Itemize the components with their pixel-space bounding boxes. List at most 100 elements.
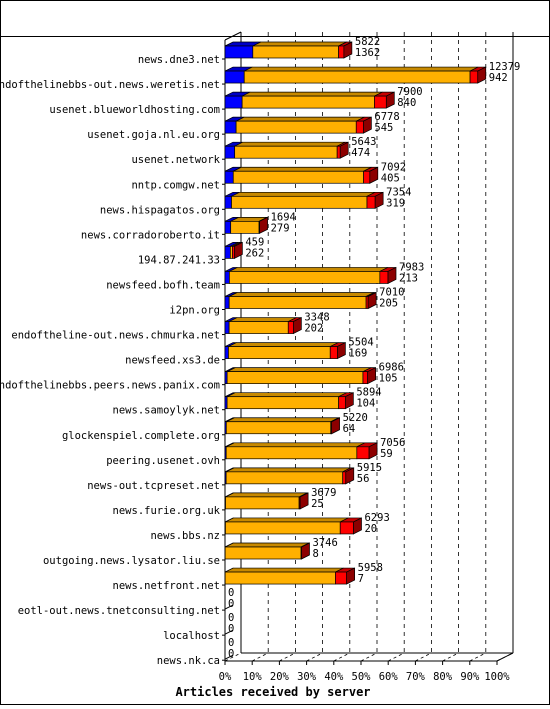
- bar-refused-4-top: [235, 142, 345, 146]
- category-label-0: news.dne3.net: [138, 54, 220, 66]
- category-label-22: eotl-out.news.tnetconsulting.net: [18, 605, 220, 617]
- accepted-label-9: 213: [399, 272, 418, 284]
- bar-accepted-4: [225, 146, 235, 158]
- bar-refused-19: [225, 522, 340, 534]
- bar-refused-11-top: [229, 318, 296, 322]
- bar-refused-5: [233, 171, 363, 183]
- bar-refused-1: [244, 71, 470, 83]
- accepted-label-2: 840: [397, 97, 416, 109]
- bar-rejected-11: [288, 322, 293, 334]
- x-tick-label-0: 0%: [219, 671, 232, 683]
- accepted-label-11: 202: [304, 323, 323, 335]
- category-label-3: usenet.goja.nl.eu.org: [87, 129, 220, 141]
- bar-accepted-10: [225, 297, 229, 309]
- bar-accepted-12: [225, 347, 228, 359]
- bar-refused-13-top: [227, 368, 371, 372]
- x-tick-label-7: 70%: [406, 671, 426, 683]
- bar-refused-21-top: [225, 568, 343, 572]
- bar-refused-0: [253, 46, 339, 58]
- accepted-label-14: 104: [356, 398, 375, 410]
- accepted-label-5: 405: [381, 172, 400, 184]
- category-label-11: endoftheline-out.news.chmurka.net: [11, 330, 220, 342]
- bar-rejected-1: [470, 71, 478, 83]
- floor-grid-5: [361, 653, 377, 661]
- category-label-9: newsfeed.bofh.team: [106, 279, 220, 291]
- category-label-8: 194.87.241.33: [138, 254, 220, 266]
- floor-grid-3: [307, 653, 323, 661]
- x-tick-label-4: 40%: [324, 671, 344, 683]
- x-tick-label-5: 50%: [352, 671, 372, 683]
- floor-grid-2: [279, 653, 295, 661]
- accepted-label-3: 545: [374, 122, 393, 134]
- bar-accepted-6: [225, 196, 232, 208]
- category-label-24: news.nk.ca: [157, 655, 220, 667]
- bar-refused-19-top: [225, 518, 348, 522]
- bar-refused-16-top: [226, 443, 365, 447]
- bar-refused-0-top: [253, 42, 347, 46]
- category-label-7: news.corradoroberto.it: [81, 229, 220, 241]
- accepted-label-23: 0: [228, 623, 234, 635]
- bar-refused-5-top: [233, 167, 371, 171]
- accepted-label-19: 20: [364, 523, 377, 535]
- category-label-19: news.bbs.nz: [150, 530, 220, 542]
- accepted-label-1: 942: [489, 72, 508, 84]
- category-label-4: usenet.network: [131, 154, 220, 166]
- bar-refused-11: [229, 322, 288, 334]
- bar-rejected-4: [337, 146, 340, 158]
- category-label-13: endofthelinebbs.peers.news.panix.com: [0, 380, 220, 392]
- bar-accepted-8: [225, 246, 230, 258]
- x-tick-label-1: 10%: [243, 671, 263, 683]
- bar-accepted-7: [225, 221, 231, 233]
- accepted-label-0: 1362: [355, 47, 380, 59]
- accepted-label-12: 169: [348, 348, 367, 360]
- bar-refused-20: [225, 547, 301, 559]
- bar-accepted-0: [225, 46, 253, 58]
- bar-accepted-9: [225, 271, 229, 283]
- accepted-label-15: 64: [343, 423, 356, 435]
- bar-accepted-5: [225, 171, 233, 183]
- bar-accepted-11: [225, 322, 229, 334]
- bar-refused-2: [242, 96, 374, 108]
- bar-refused-18-top: [226, 493, 308, 497]
- bar-rejected-6: [367, 196, 375, 208]
- bar-refused-18: [226, 497, 300, 509]
- bar-refused-2-top: [242, 92, 382, 96]
- accepted-label-21: 7: [358, 573, 364, 585]
- bar-refused-3: [236, 121, 356, 133]
- bar-refused-9-top: [229, 267, 387, 271]
- category-label-2: usenet.blueworldhosting.com: [49, 104, 220, 116]
- category-label-12: newsfeed.xs3.de: [125, 355, 220, 367]
- bar-refused-14-top: [227, 393, 346, 397]
- bar-rejected-0: [339, 46, 344, 58]
- bar-rejected-16: [357, 447, 369, 459]
- category-label-16: peering.usenet.ovh: [106, 455, 220, 467]
- x-tick-label-6: 60%: [379, 671, 399, 683]
- bar-refused-14: [227, 397, 338, 409]
- bar-rejected-19: [340, 522, 353, 534]
- category-label-21: news.netfront.net: [113, 580, 220, 592]
- accepted-label-4: 474: [351, 147, 370, 159]
- category-label-15: glockenspiel.complete.org: [62, 430, 220, 442]
- bar-refused-10: [229, 297, 366, 309]
- bar-rejected-9: [380, 271, 388, 283]
- bar-refused-10-top: [229, 293, 374, 297]
- floor-grid-1: [252, 653, 268, 661]
- category-label-6: news.hispagatos.org: [100, 204, 220, 216]
- bar-refused-15-top: [226, 418, 338, 422]
- bar-refused-4: [235, 146, 337, 158]
- accepted-label-13: 105: [379, 373, 398, 385]
- legend-frame: [1, 1, 550, 37]
- bar-accepted-3: [225, 121, 236, 133]
- accepted-label-8: 262: [245, 247, 264, 259]
- accepted-label-17: 56: [357, 473, 370, 485]
- bar-refused-16: [226, 447, 357, 459]
- bar-rejected-14: [339, 397, 346, 409]
- bar-accepted-2: [225, 96, 242, 108]
- bar-rejected-13: [363, 372, 368, 384]
- bar-refused-7: [231, 221, 259, 233]
- accepted-label-20: 8: [312, 548, 318, 560]
- x-axis-title: Articles received by server: [175, 685, 370, 699]
